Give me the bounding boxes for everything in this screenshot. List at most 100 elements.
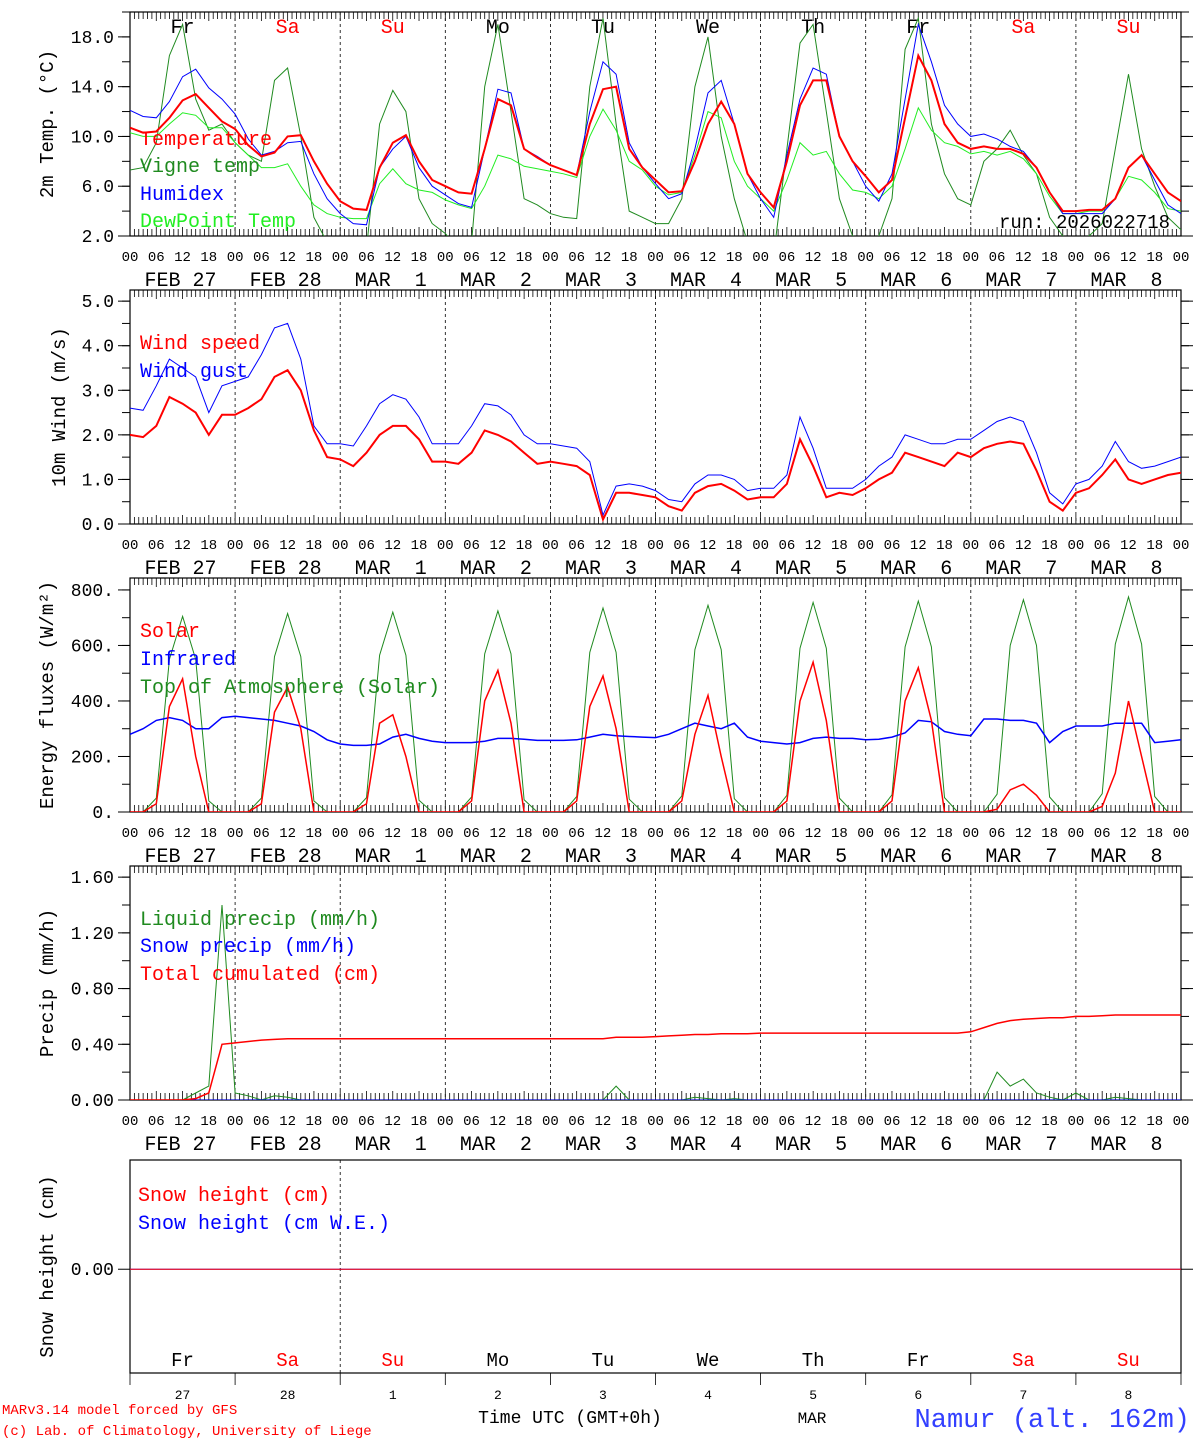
hour-tick-label: 18: [936, 250, 953, 266]
hour-tick-label: 18: [726, 826, 743, 842]
hour-tick-label: 00: [1173, 826, 1190, 842]
hour-tick-label: 18: [621, 250, 638, 266]
date-label: MAR 1: [355, 846, 427, 869]
hour-tick-label: 06: [884, 250, 901, 266]
hour-tick-label: 06: [673, 538, 690, 554]
hour-tick-label: 06: [778, 250, 795, 266]
hour-tick-label: 18: [726, 250, 743, 266]
hour-tick-label: 06: [463, 538, 480, 554]
hour-tick-label: 00: [857, 826, 874, 842]
date-label: MAR 3: [565, 270, 637, 293]
hour-tick-label: 12: [174, 250, 191, 266]
y-axis-label: 2m Temp. (°C): [37, 50, 59, 198]
date-label: MAR 1: [355, 270, 427, 293]
date-label: FEB 28: [250, 846, 322, 869]
date-label: MAR 6: [880, 558, 952, 581]
hour-tick-label: 00: [437, 1114, 454, 1130]
day-number-label: 1: [389, 1388, 397, 1403]
date-label: FEB 27: [145, 270, 217, 293]
y-tick-label: 6.0: [82, 178, 114, 198]
hour-tick-label: 00: [1067, 826, 1084, 842]
day-name-label: Tu: [592, 1350, 615, 1372]
hour-tick-label: 12: [805, 538, 822, 554]
date-label: MAR 4: [670, 558, 742, 581]
hour-tick-label: 12: [489, 826, 506, 842]
hour-tick-label: 12: [595, 826, 612, 842]
hour-tick-label: 00: [1067, 1114, 1084, 1130]
hour-tick-label: 06: [989, 826, 1006, 842]
hour-tick-label: 06: [673, 826, 690, 842]
hour-tick-label: 12: [1015, 826, 1032, 842]
date-label: MAR 6: [880, 270, 952, 293]
hour-tick-label: 00: [857, 1114, 874, 1130]
hour-tick-label: 18: [1146, 250, 1163, 266]
series-line-solar: [130, 659, 1181, 812]
y-axis-label: Snow height (cm): [37, 1175, 59, 1357]
y-tick-label: 0.00: [71, 1261, 114, 1281]
date-label: MAR 7: [985, 1134, 1057, 1157]
y-tick-label: 1.0: [82, 471, 114, 491]
y-tick-label: 0.: [92, 804, 114, 824]
day-name-label: Mo: [486, 17, 510, 40]
hour-tick-label: 00: [227, 826, 244, 842]
day-name-label: Su: [1116, 17, 1140, 40]
day-name-label: We: [697, 1350, 720, 1372]
hour-tick-label: 06: [884, 1114, 901, 1130]
hour-tick-label: 18: [411, 538, 428, 554]
hour-tick-label: 18: [306, 250, 323, 266]
hour-tick-label: 00: [857, 250, 874, 266]
hour-tick-label: 18: [936, 1114, 953, 1130]
hour-tick-label: 06: [358, 538, 375, 554]
hour-tick-label: 12: [1015, 538, 1032, 554]
hour-tick-label: 18: [1041, 1114, 1058, 1130]
day-name-label: Th: [802, 1350, 825, 1372]
hour-tick-label: 00: [647, 250, 664, 266]
hour-tick-label: 12: [910, 538, 927, 554]
day-name-label: Fr: [171, 17, 195, 40]
y-tick-label: 2.0: [82, 228, 114, 248]
legend-entry: Liquid precip (mm/h): [140, 909, 380, 932]
date-label: MAR 5: [775, 1134, 847, 1157]
hour-tick-label: 12: [1120, 250, 1137, 266]
hour-tick-label: 12: [174, 826, 191, 842]
hour-tick-label: 18: [516, 538, 533, 554]
hour-tick-label: 12: [174, 1114, 191, 1130]
hour-tick-label: 00: [227, 250, 244, 266]
date-label: MAR 3: [565, 846, 637, 869]
hour-tick-label: 18: [621, 1114, 638, 1130]
hour-tick-label: 06: [253, 1114, 270, 1130]
hour-tick-label: 18: [831, 826, 848, 842]
hour-tick-label: 00: [962, 250, 979, 266]
hour-tick-label: 00: [1173, 1114, 1190, 1130]
hour-tick-label: 12: [279, 250, 296, 266]
y-axis-label: Precip (mm/h): [37, 909, 59, 1057]
hour-tick-label: 18: [621, 826, 638, 842]
hour-tick-label: 12: [910, 250, 927, 266]
hour-tick-label: 00: [542, 826, 559, 842]
hour-tick-label: 12: [595, 1114, 612, 1130]
date-label: FEB 28: [250, 1134, 322, 1157]
date-label: MAR 5: [775, 846, 847, 869]
date-label: FEB 27: [145, 846, 217, 869]
day-number-label: 8: [1125, 1388, 1133, 1403]
series-line-wind-speed: [130, 368, 1181, 523]
lab-credit: (c) Lab. of Climatology, University of L…: [2, 1424, 372, 1440]
hour-tick-label: 12: [595, 250, 612, 266]
legend-entry: Vigne temp: [140, 156, 260, 179]
day-name-label: Sa: [1011, 17, 1035, 40]
hour-tick-label: 06: [884, 538, 901, 554]
day-name-label: Su: [381, 1350, 404, 1372]
day-number-label: 5: [809, 1388, 817, 1403]
hour-tick-label: 18: [726, 1114, 743, 1130]
y-tick-label: 2.0: [82, 427, 114, 447]
hour-tick-label: 12: [174, 538, 191, 554]
date-label: FEB 28: [250, 270, 322, 293]
y-tick-label: 0.40: [71, 1036, 114, 1056]
date-label: MAR 2: [460, 270, 532, 293]
hour-tick-label: 12: [279, 826, 296, 842]
legend-entry: Snow height (cm W.E.): [138, 1213, 390, 1236]
hour-tick-label: 06: [358, 250, 375, 266]
date-label: MAR 4: [670, 846, 742, 869]
hour-tick-label: 12: [805, 1114, 822, 1130]
hour-tick-label: 18: [306, 826, 323, 842]
